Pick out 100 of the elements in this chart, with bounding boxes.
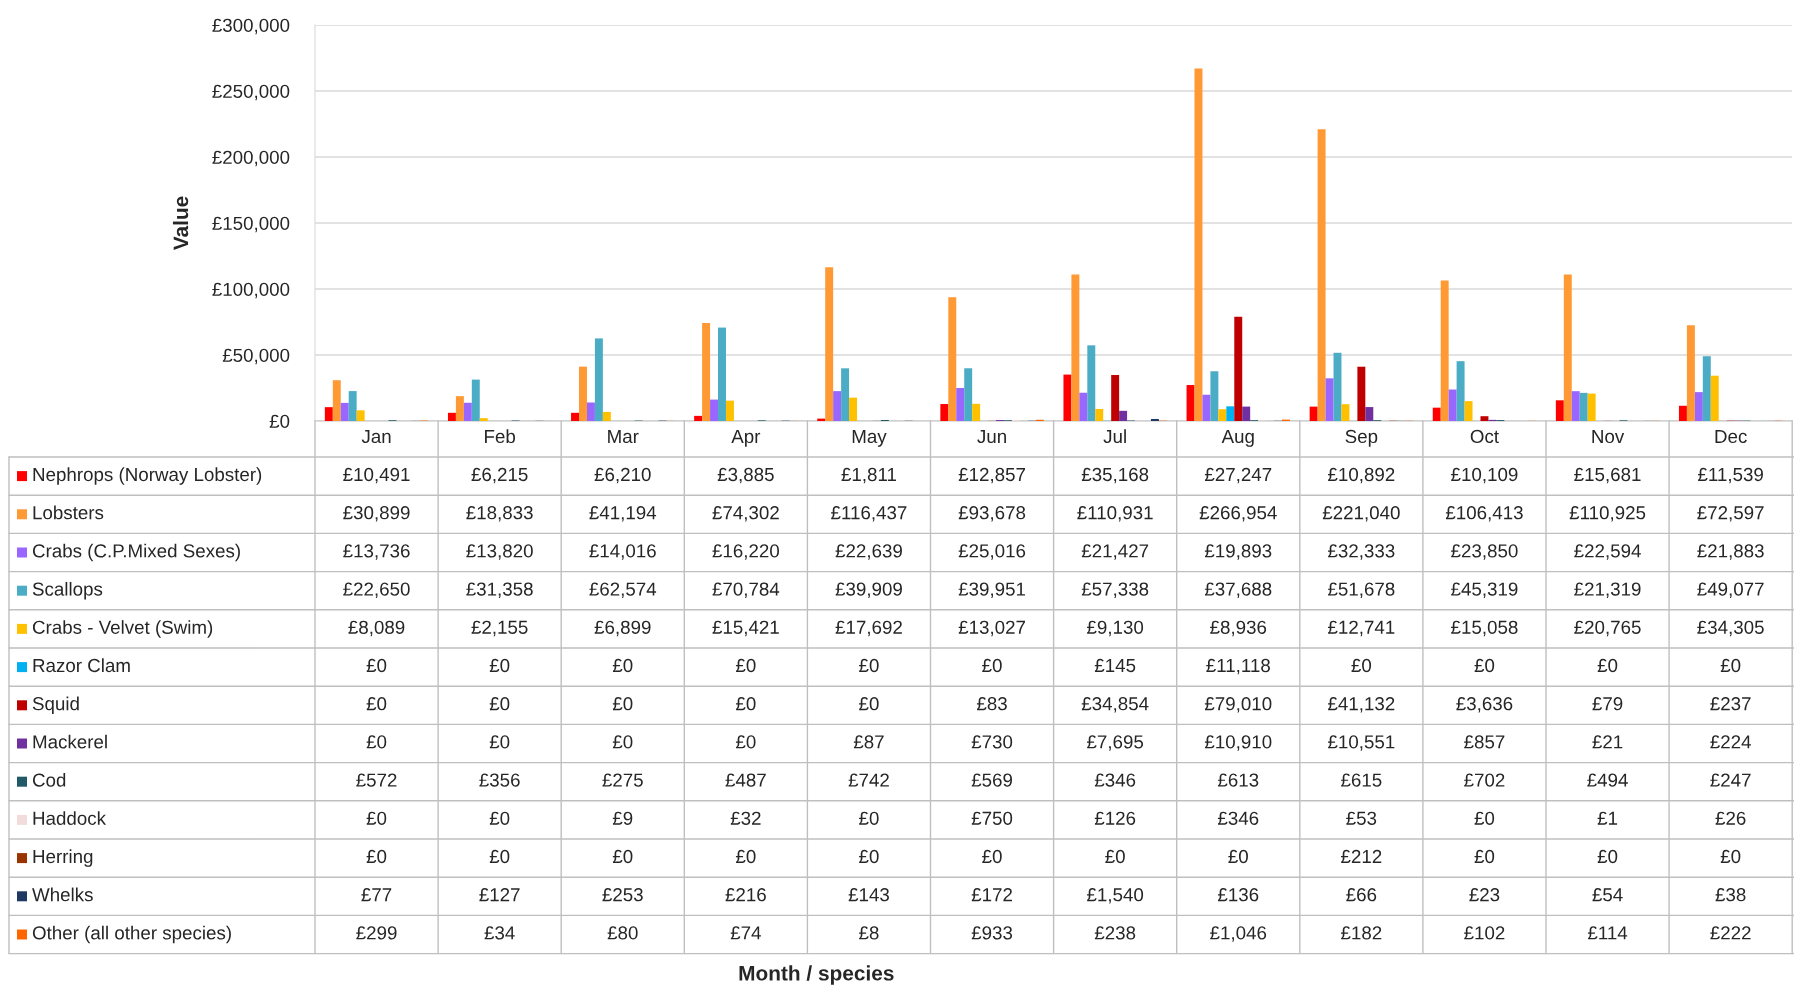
data-label: £238	[1094, 926, 1136, 940]
data-label: £72,597	[1697, 506, 1764, 522]
bar	[594, 338, 603, 421]
data-label: £0	[489, 811, 510, 825]
data-label: £0	[366, 697, 387, 711]
data-label: £0	[1474, 811, 1495, 825]
data-label: £22,639	[835, 544, 902, 560]
legend-label: Razor Clam	[33, 658, 130, 673]
data-label: £0	[1720, 849, 1741, 864]
data-label: £222	[1710, 926, 1751, 940]
bar	[1119, 410, 1128, 421]
data-label: £21,319	[1574, 582, 1641, 598]
bar	[1234, 316, 1243, 421]
data-label: £750	[971, 811, 1013, 825]
data-label: £17,692	[835, 620, 902, 637]
data-label: £0	[489, 697, 510, 711]
bar	[940, 404, 949, 421]
bar	[1150, 418, 1159, 421]
data-label: £1,046	[1210, 926, 1267, 942]
data-label: £23	[1469, 888, 1500, 902]
data-label: £0	[735, 697, 756, 711]
bar	[479, 418, 488, 421]
data-label: £21	[1592, 735, 1623, 749]
bar	[324, 407, 333, 421]
data-label: £224	[1710, 735, 1751, 749]
bar	[1317, 129, 1326, 421]
bar	[1111, 374, 1120, 421]
bar	[1710, 375, 1719, 421]
bar	[702, 322, 711, 421]
data-label: £0	[366, 811, 387, 825]
x-tick-label: Feb	[485, 429, 516, 444]
data-label: £127	[479, 888, 520, 902]
data-label: £7,695	[1087, 735, 1144, 751]
data-label: £15,058	[1451, 620, 1518, 637]
data-label: £6,210	[594, 467, 651, 484]
bar	[1325, 378, 1334, 421]
data-label: £26	[1715, 811, 1746, 825]
data-label: £32,333	[1328, 544, 1395, 560]
x-tick-label: Nov	[1592, 430, 1625, 444]
data-label: £10,551	[1328, 735, 1395, 751]
data-label: £15,681	[1574, 467, 1641, 484]
bar	[1571, 391, 1580, 421]
data-label: £11,118	[1206, 658, 1270, 675]
legend-label: Mackerel	[33, 734, 107, 749]
data-label: £41,132	[1328, 697, 1395, 713]
bar	[348, 391, 357, 421]
data-label: £32	[730, 811, 761, 825]
x-tick-label: Sep	[1345, 429, 1378, 447]
data-label: £8,089	[348, 620, 405, 637]
data-label: £6,215	[471, 467, 528, 484]
data-label: £74,302	[712, 506, 779, 522]
data-label: £126	[1094, 811, 1136, 825]
data-label: £13,027	[958, 620, 1025, 637]
bar	[1186, 385, 1195, 421]
legend-label: Crabs (C.P.Mixed Sexes)	[32, 543, 240, 562]
bar	[833, 391, 842, 421]
data-label: £857	[1464, 735, 1505, 749]
data-label: £37,688	[1204, 582, 1272, 598]
bar	[825, 267, 834, 421]
data-label: £22,594	[1574, 544, 1641, 560]
bar	[710, 399, 719, 421]
bar	[463, 402, 472, 421]
data-label: £346	[1094, 773, 1136, 787]
bar	[1226, 406, 1235, 421]
data-label: £136	[1217, 888, 1259, 902]
data-label: £730	[971, 735, 1013, 749]
data-label: £66	[1346, 888, 1377, 902]
data-label: £216	[725, 888, 766, 902]
bar	[694, 415, 703, 421]
data-label: £13,736	[343, 544, 410, 560]
legend-label: Other (all other species)	[32, 925, 231, 944]
data-label: £31,358	[466, 582, 533, 598]
data-label: £102	[1464, 926, 1505, 940]
data-label: £87	[853, 735, 884, 749]
data-label: £13,820	[466, 544, 533, 560]
data-label: £27,247	[1204, 467, 1272, 484]
data-label: £143	[848, 888, 889, 902]
data-label: £10,491	[343, 467, 410, 484]
legend-label: Squid	[32, 696, 79, 715]
x-tick-label: Oct	[1470, 429, 1499, 444]
data-label: £145	[1094, 658, 1136, 673]
data-label: £35,168	[1081, 467, 1149, 484]
data-label: £0	[1474, 658, 1495, 673]
data-label: £702	[1464, 773, 1505, 787]
y-tick-label: £0	[269, 414, 290, 428]
bar	[1678, 405, 1687, 421]
data-label: £0	[1720, 658, 1741, 673]
data-label: £110,925	[1569, 506, 1646, 522]
legend-label: Lobsters	[33, 505, 104, 520]
data-label: £16,220	[712, 544, 780, 560]
data-label: £172	[971, 888, 1012, 902]
y-axis-title: Value	[172, 196, 189, 251]
data-label: £38	[1715, 888, 1746, 902]
data-label: £3,885	[717, 467, 774, 484]
x-tick-label: Jul	[1103, 429, 1126, 444]
data-label: £0	[859, 811, 879, 825]
bar	[1440, 280, 1449, 421]
data-label: £1	[1597, 811, 1618, 825]
bar	[586, 402, 595, 421]
bar	[332, 380, 341, 421]
